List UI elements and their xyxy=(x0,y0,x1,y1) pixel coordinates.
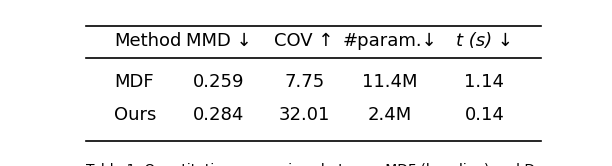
Text: 2.4M: 2.4M xyxy=(367,106,412,124)
Text: 1.14: 1.14 xyxy=(465,73,504,91)
Text: Method: Method xyxy=(114,32,182,50)
Text: Ours: Ours xyxy=(114,106,157,124)
Text: 0.14: 0.14 xyxy=(465,106,504,124)
Text: MDF: MDF xyxy=(114,73,154,91)
Text: t (s) ↓: t (s) ↓ xyxy=(456,32,513,50)
Text: #param.↓: #param.↓ xyxy=(342,32,437,50)
Text: Table 1: Quantitative comparison between MDF (baseline) and D: Table 1: Quantitative comparison between… xyxy=(86,163,535,166)
Text: COV ↑: COV ↑ xyxy=(274,32,334,50)
Text: MMD ↓: MMD ↓ xyxy=(186,32,252,50)
Text: 0.259: 0.259 xyxy=(193,73,245,91)
Text: 7.75: 7.75 xyxy=(284,73,324,91)
Text: 32.01: 32.01 xyxy=(278,106,330,124)
Text: 11.4M: 11.4M xyxy=(362,73,417,91)
Text: 0.284: 0.284 xyxy=(193,106,244,124)
